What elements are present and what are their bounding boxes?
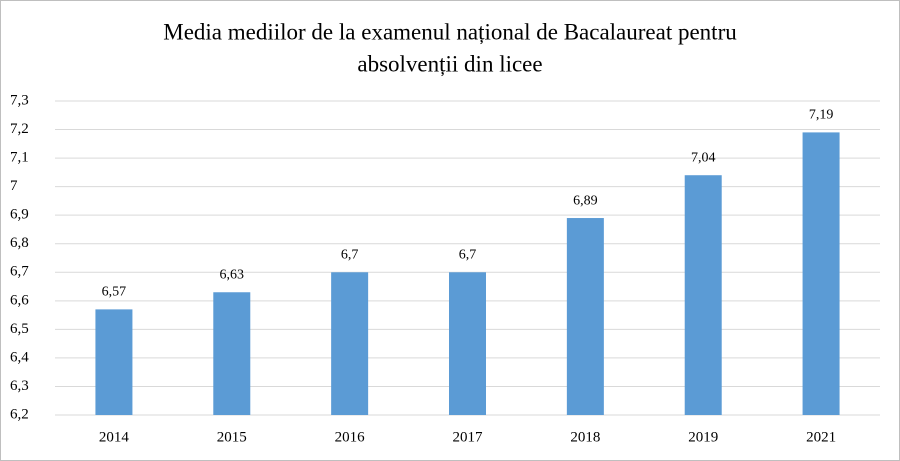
x-tick-label: 2017 [453, 429, 484, 445]
x-tick-label: 2019 [688, 429, 718, 445]
bar [449, 272, 486, 415]
value-label: 6,7 [459, 247, 477, 262]
chart-title: Media mediilor de la examenul național d… [163, 19, 737, 44]
value-label: 6,7 [341, 247, 359, 262]
x-tick-label: 2018 [570, 429, 600, 445]
y-tick-label: 7,1 [10, 150, 29, 166]
y-tick-label: 6,2 [10, 406, 29, 422]
chart-title: absolvenții din licee [357, 51, 542, 76]
y-tick-label: 6,4 [10, 349, 29, 365]
y-tick-label: 6,9 [10, 207, 29, 223]
x-tick-label: 2016 [335, 429, 366, 445]
y-tick-label: 6,8 [10, 235, 29, 251]
value-label: 6,57 [102, 285, 127, 300]
bar [213, 292, 251, 415]
x-tick-label: 2014 [99, 429, 130, 445]
y-tick-label: 6,3 [10, 378, 29, 394]
y-tick-label: 6,6 [10, 292, 29, 308]
y-tick-label: 7 [10, 178, 18, 194]
value-label: 6,63 [220, 267, 245, 282]
value-label: 7,19 [809, 108, 834, 123]
y-tick-label: 6,5 [10, 321, 29, 337]
bar [802, 132, 840, 415]
bar [331, 272, 369, 415]
bar [684, 175, 722, 415]
bar [566, 218, 604, 415]
y-tick-label: 7,3 [10, 92, 29, 108]
x-tick-label: 2021 [806, 429, 836, 445]
bar [95, 309, 133, 415]
value-label: 6,89 [573, 193, 598, 208]
value-label: 7,04 [691, 150, 716, 165]
y-tick-label: 7,2 [10, 121, 29, 137]
y-tick-label: 6,7 [10, 264, 29, 280]
x-tick-label: 2015 [217, 429, 247, 445]
